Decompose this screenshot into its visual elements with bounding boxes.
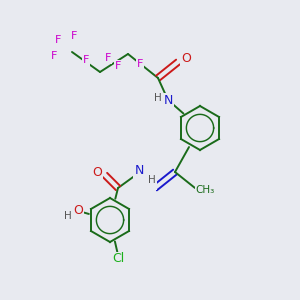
Text: F: F — [105, 53, 111, 63]
Text: O: O — [181, 52, 191, 64]
Text: CH₃: CH₃ — [195, 185, 214, 195]
Text: N: N — [163, 94, 173, 106]
Text: F: F — [55, 35, 61, 45]
Text: O: O — [92, 167, 102, 179]
Text: F: F — [137, 59, 143, 69]
Text: F: F — [51, 51, 57, 61]
Text: F: F — [71, 31, 77, 41]
Text: Cl: Cl — [112, 253, 124, 266]
Text: H: H — [154, 93, 162, 103]
Text: N: N — [146, 176, 156, 188]
Text: F: F — [115, 61, 121, 71]
Text: H: H — [64, 211, 72, 221]
Text: N: N — [134, 164, 144, 178]
Text: O: O — [73, 203, 83, 217]
Text: H: H — [148, 175, 156, 185]
Text: F: F — [83, 55, 89, 65]
